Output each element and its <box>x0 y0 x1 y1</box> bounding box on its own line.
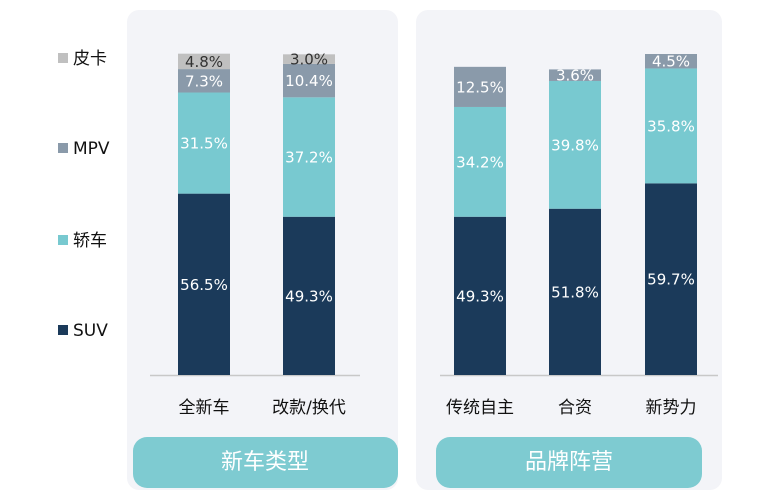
bar-segment <box>645 68 697 184</box>
x-tick-label: 全新车 <box>179 398 230 418</box>
data-label: 4.8% <box>185 53 223 71</box>
data-label: 35.8% <box>647 117 695 135</box>
bar-segment <box>549 69 601 81</box>
panel-title: 新车类型 <box>221 450 309 475</box>
bar-segment <box>178 193 230 375</box>
bar-segment <box>283 97 335 217</box>
x-tick-label: 改款/换代 <box>272 398 346 418</box>
data-label: 59.7% <box>647 271 695 289</box>
data-label: 37.2% <box>285 149 333 167</box>
legend-label: MPV <box>73 139 110 159</box>
x-tick-label: 新势力 <box>646 398 697 418</box>
bar-segment <box>283 63 335 98</box>
data-label: 51.8% <box>551 283 599 301</box>
legend-swatch <box>58 325 68 335</box>
data-label: 12.5% <box>456 78 504 96</box>
data-label: 39.8% <box>551 136 599 154</box>
data-label: 31.5% <box>180 135 228 153</box>
panel-background <box>127 10 398 490</box>
title-pill <box>133 437 398 488</box>
bar-segment <box>549 208 601 375</box>
legend-label: 皮卡 <box>73 49 107 69</box>
bar-segment <box>178 92 230 194</box>
bar-segment <box>178 53 230 70</box>
data-label: 49.3% <box>456 287 504 305</box>
data-label: 10.4% <box>285 72 333 90</box>
panel-title: 品牌阵营 <box>525 450 613 475</box>
bar-segment <box>454 216 506 375</box>
legend-swatch <box>58 53 68 63</box>
bar-segment <box>454 106 506 217</box>
data-label: 49.3% <box>285 287 333 305</box>
legend-swatch <box>58 143 68 153</box>
legend-swatch <box>58 235 68 245</box>
data-label: 3.6% <box>556 67 594 85</box>
x-tick-label: 传统自主 <box>446 398 514 418</box>
bar-segment <box>283 54 335 64</box>
data-label: 7.3% <box>185 72 223 90</box>
bar-segment <box>178 69 230 93</box>
legend-label: SUV <box>73 321 108 341</box>
title-pill <box>436 437 702 488</box>
data-label: 56.5% <box>180 276 228 294</box>
bar-segment <box>645 183 697 375</box>
bar-segment <box>549 80 601 209</box>
data-label: 3.0% <box>290 51 328 69</box>
legend-label: 轿车 <box>73 231 107 251</box>
bar-segment <box>454 66 506 107</box>
bar-segment <box>283 216 335 375</box>
data-label: 34.2% <box>456 153 504 171</box>
data-label: 4.5% <box>652 53 690 71</box>
x-tick-label: 合资 <box>558 398 592 418</box>
bar-segment <box>645 54 697 69</box>
